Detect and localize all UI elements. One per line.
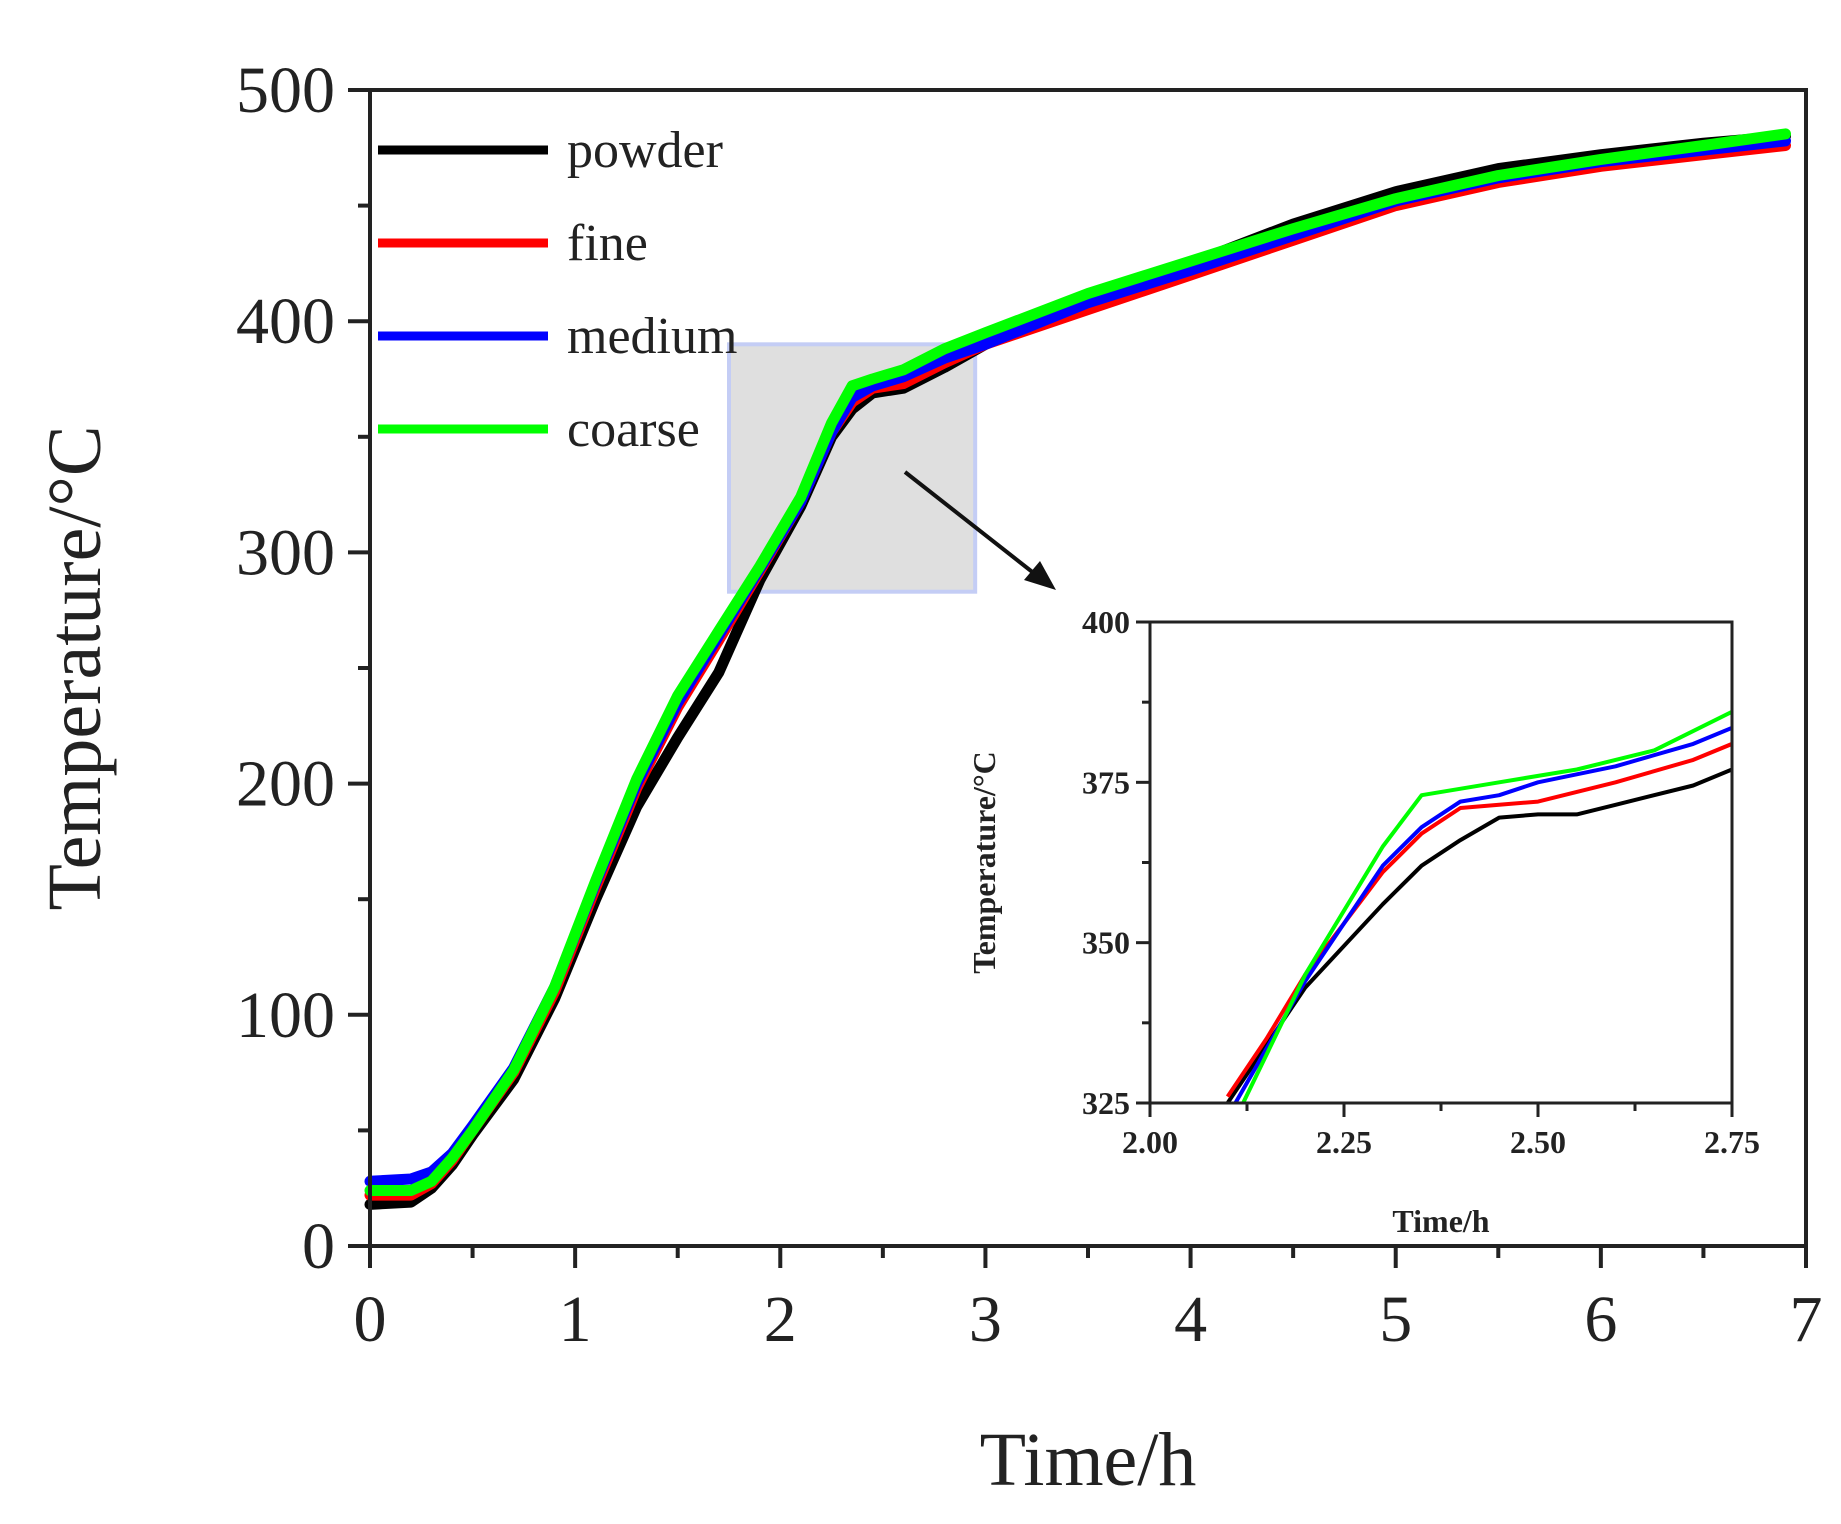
inset-series-line-powder xyxy=(1225,767,1732,1103)
inset-x-tick-label: 2.50 xyxy=(1510,1124,1566,1160)
main-series-group xyxy=(364,128,1791,1210)
inset-axis-ticks: 2.00 2.25 2.50 2.75 325 350 375 400 xyxy=(1082,604,1760,1160)
zoom-arrow-line xyxy=(903,470,1042,580)
x-tick-label: 7 xyxy=(1790,1283,1823,1356)
x-tick-label: 1 xyxy=(559,1283,592,1356)
series-line-coarse xyxy=(364,128,1791,1196)
y-tick-label: 500 xyxy=(236,54,335,127)
inset-y-tick-label: 325 xyxy=(1082,1085,1130,1121)
legend-label-medium: medium xyxy=(567,308,737,365)
x-tick-label: 5 xyxy=(1379,1283,1412,1356)
inset-x-tick-label: 2.25 xyxy=(1316,1124,1372,1160)
y-tick-label: 0 xyxy=(302,1210,335,1283)
x-tick-label: 0 xyxy=(354,1283,387,1356)
x-tick-label: 2 xyxy=(764,1283,797,1356)
inset-x-tick-label: 2.00 xyxy=(1122,1124,1178,1160)
x-tick-label: 6 xyxy=(1584,1283,1617,1356)
y-tick-label: 200 xyxy=(236,748,335,821)
legend-label-powder: powder xyxy=(567,122,723,179)
inset-series-line-medium xyxy=(1233,725,1732,1103)
y-tick-label: 400 xyxy=(236,285,335,358)
inset-y-tick-label: 375 xyxy=(1082,764,1130,800)
inset-chart: 2.00 2.25 2.50 2.75 325 350 375 400 Time/h Temp… xyxy=(966,604,1760,1239)
legend-label-fine: fine xyxy=(567,215,648,272)
x-tick-label: 4 xyxy=(1174,1283,1207,1356)
inset-y-tick-label: 400 xyxy=(1082,604,1130,640)
legend: powder fine medium coarse xyxy=(378,122,737,458)
zoom-arrow-head xyxy=(1024,561,1056,590)
inset-x-tick-label: 2.75 xyxy=(1704,1124,1760,1160)
main-chart: 0 1 2 3 4 5 6 7 0 100 200 300 400 500 powder fine med… xyxy=(33,54,1823,1502)
inset-background xyxy=(1150,622,1732,1103)
x-tick-label: 3 xyxy=(969,1283,1002,1356)
x-axis-title: Time/h xyxy=(980,1418,1197,1502)
y-tick-label: 300 xyxy=(236,516,335,589)
inset-x-axis-title: Time/h xyxy=(1392,1203,1489,1239)
inset-series-line-coarse xyxy=(1241,710,1732,1103)
main-axis-ticks: 0 1 2 3 4 5 6 7 0 100 200 300 400 500 xyxy=(236,54,1823,1356)
legend-label-coarse: coarse xyxy=(567,401,700,458)
inset-y-axis-title: Temperature/°C xyxy=(966,751,1002,974)
inset-y-tick-label: 350 xyxy=(1082,925,1130,961)
inset-series-line-fine xyxy=(1225,742,1732,1098)
y-axis-title: Temperature/°C xyxy=(33,425,117,910)
zoom-arrow xyxy=(903,470,1056,590)
inset-series-group xyxy=(1225,710,1732,1103)
y-tick-label: 100 xyxy=(236,979,335,1052)
